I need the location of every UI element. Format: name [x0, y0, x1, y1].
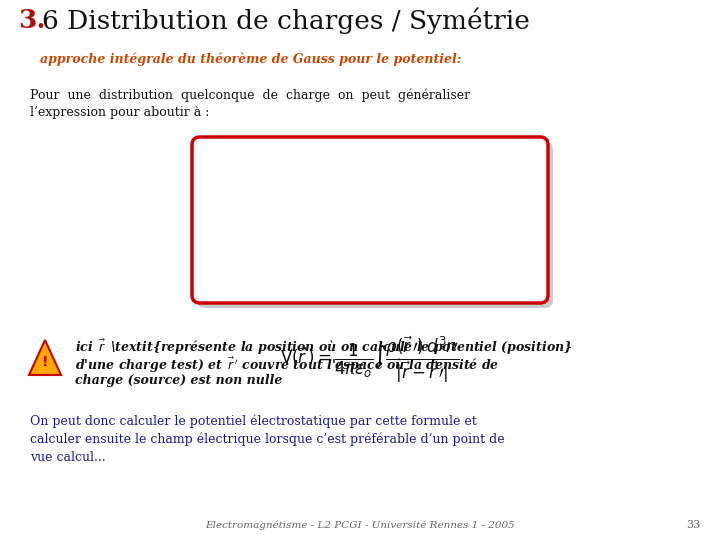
Text: ici $\,\vec{r}\,$ \textit{représente la position où on calcule le potentiel (pos: ici $\,\vec{r}\,$ \textit{représente la … [75, 338, 572, 357]
Text: approche intégrale du théorème de Gauss pour le potentiel:: approche intégrale du théorème de Gauss … [40, 52, 462, 65]
Text: charge (source) est non nulle: charge (source) est non nulle [75, 374, 282, 387]
FancyBboxPatch shape [197, 142, 553, 308]
Text: 3.: 3. [18, 8, 45, 33]
Text: !: ! [42, 355, 48, 369]
Text: l’expression pour aboutir à :: l’expression pour aboutir à : [30, 106, 210, 119]
Text: calculer ensuite le champ électrique lorsque c’est préférable d’un point de: calculer ensuite le champ électrique lor… [30, 433, 505, 447]
FancyBboxPatch shape [192, 137, 548, 303]
Text: On peut donc calculer le potentiel électrostatique par cette formule et: On peut donc calculer le potentiel élect… [30, 415, 477, 429]
Text: vue calcul...: vue calcul... [30, 451, 106, 464]
Text: Pour  une  distribution  quelconque  de  charge  on  peut  généraliser: Pour une distribution quelconque de char… [30, 88, 470, 102]
Polygon shape [29, 340, 61, 375]
Text: d'une charge test) et $\,\vec{r}\,'$ couvre tout l'espace où la densité de: d'une charge test) et $\,\vec{r}\,'$ cou… [75, 356, 500, 375]
Text: 6 Distribution de charges / Symétrie: 6 Distribution de charges / Symétrie [42, 8, 530, 35]
Text: $\mathrm{V}(\vec{r}\,) = \dfrac{1}{4\pi\varepsilon_o} \int \dfrac{\rho(\vec{r}\,: $\mathrm{V}(\vec{r}\,) = \dfrac{1}{4\pi\… [280, 335, 459, 385]
Text: Electromagnétisme - L2 PCGI - Université Rennes 1 - 2005: Electromagnétisme - L2 PCGI - Université… [205, 520, 515, 530]
Text: 33: 33 [685, 520, 700, 530]
